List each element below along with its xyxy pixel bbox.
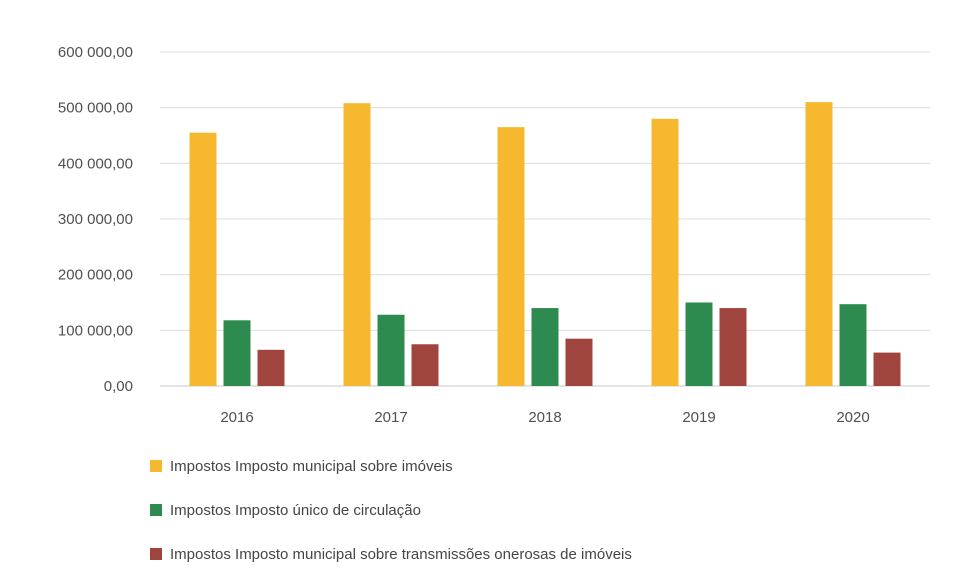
legend-item-imt: Impostos Imposto municipal sobre transmi…: [150, 543, 910, 565]
legend-swatch-iuc: [150, 504, 162, 516]
x-tick-label: 2018: [528, 409, 561, 426]
bar-imi: [805, 102, 833, 386]
y-tick-label: 0,00: [104, 378, 133, 395]
legend: Impostos Imposto municipal sobre imóveis…: [150, 455, 910, 587]
bar-imt: [411, 344, 439, 386]
bar-imi: [497, 127, 525, 387]
bar-iuc: [377, 314, 405, 386]
bar-imt: [719, 308, 747, 386]
bar-iuc: [223, 320, 251, 386]
y-tick-label: 400 000,00: [58, 155, 133, 172]
bar-imt: [257, 349, 285, 386]
legend-label-imi: Impostos Imposto municipal sobre imóveis: [170, 457, 453, 475]
bar-imi: [343, 103, 371, 387]
bar-imt: [873, 352, 901, 386]
bar-iuc: [839, 304, 867, 386]
y-tick-label: 600 000,00: [58, 44, 133, 61]
x-tick-label: 2016: [220, 409, 253, 426]
bar-imi: [189, 132, 217, 386]
bar-iuc: [685, 302, 713, 386]
y-tick-label: 300 000,00: [58, 211, 133, 228]
bar-imi: [651, 118, 679, 387]
bar-iuc: [531, 308, 559, 386]
chart-plot-area: 0,00 100 000,00 200 000,00 300 000,00 400 00…: [58, 44, 930, 426]
legend-swatch-imt: [150, 548, 162, 560]
y-tick-label: 200 000,00: [58, 267, 133, 284]
legend-label-iuc: Impostos Imposto único de circulação: [170, 501, 421, 519]
legend-swatch-imi: [150, 460, 162, 472]
y-tick-label: 500 000,00: [58, 100, 133, 117]
x-tick-label: 2020: [836, 409, 869, 426]
legend-item-iuc: Impostos Imposto único de circulação: [150, 499, 910, 521]
x-tick-label: 2017: [374, 409, 407, 426]
legend-item-imi: Impostos Imposto municipal sobre imóveis: [150, 455, 910, 477]
legend-label-imt: Impostos Imposto municipal sobre transmi…: [170, 545, 632, 563]
x-tick-label: 2019: [682, 409, 715, 426]
bar-imt: [565, 338, 593, 386]
y-tick-label: 100 000,00: [58, 322, 133, 339]
